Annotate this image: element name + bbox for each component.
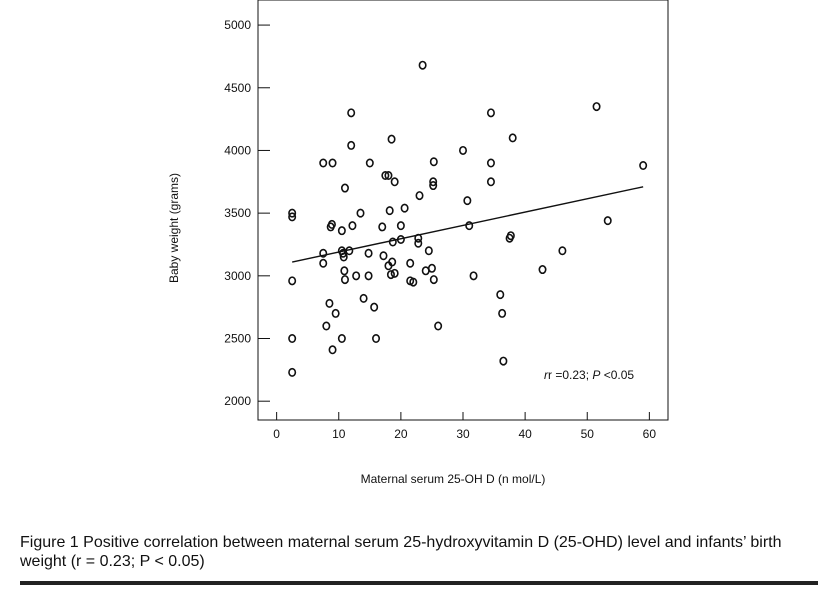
data-point [339, 252, 348, 262]
x-axis: 0 10 20 30 40 50 60 [273, 412, 656, 441]
x-axis-label: Maternal serum 25-OH D (n mol/L) [361, 472, 546, 486]
data-point [499, 356, 508, 366]
data-point [327, 219, 336, 229]
data-point [486, 108, 495, 118]
data-point [319, 158, 328, 168]
data-point [427, 263, 436, 273]
data-point [347, 140, 356, 150]
data-point [288, 367, 297, 377]
data-point [328, 345, 337, 355]
data-point [364, 248, 373, 258]
x-tick-label: 40 [518, 427, 532, 441]
data-point [359, 293, 368, 303]
data-point [364, 271, 373, 281]
data-point [409, 277, 418, 287]
x-tick-label: 60 [643, 427, 657, 441]
data-point [388, 257, 397, 267]
data-point [463, 196, 472, 206]
y-tick-label: 4500 [224, 81, 251, 95]
data-point [538, 265, 547, 275]
bottom-rule [20, 581, 818, 585]
correlation-annotation: rr =0.23; P <0.05 [544, 368, 634, 382]
data-point [496, 290, 505, 300]
figure-caption: Figure 1 Positive correlation between ma… [20, 534, 782, 570]
data-point [388, 237, 397, 247]
x-tick-label: 30 [456, 427, 470, 441]
data-point [486, 158, 495, 168]
x-tick-label: 10 [332, 427, 346, 441]
data-point [414, 238, 423, 248]
x-tick-label: 50 [581, 427, 595, 441]
data-point [639, 160, 648, 170]
data-point [372, 334, 381, 344]
data-point [558, 246, 567, 256]
data-point [340, 266, 349, 276]
plot-frame [257, 0, 669, 421]
data-point [385, 206, 394, 216]
data-point [325, 298, 334, 308]
data-point [400, 203, 409, 213]
y-tick-label: 3000 [224, 269, 251, 283]
data-point [370, 302, 379, 312]
data-point [434, 321, 443, 331]
data-point [288, 208, 297, 218]
data-point [381, 171, 390, 181]
data-point [288, 276, 297, 286]
data-point [378, 222, 387, 232]
data-points [288, 60, 648, 377]
data-point [429, 157, 438, 167]
data-point [406, 258, 415, 268]
data-point [508, 133, 517, 143]
data-point [506, 231, 515, 241]
data-point [465, 221, 474, 231]
data-point [486, 177, 495, 187]
data-point [390, 268, 399, 278]
data-point [396, 221, 405, 231]
regression-line [292, 186, 644, 263]
data-point [337, 226, 346, 236]
data-point [458, 145, 467, 155]
data-point [386, 270, 395, 280]
data-point [340, 275, 349, 285]
y-tick-label: 5000 [224, 18, 251, 32]
data-point [390, 177, 399, 187]
data-point [379, 251, 388, 261]
data-point [429, 275, 438, 285]
data-point [384, 171, 393, 181]
y-tick-label: 3500 [224, 206, 251, 220]
data-point [328, 158, 337, 168]
scatter-chart: 2000 2500 3000 3500 4000 4500 5000 0 10 20 30 40 50… [167, 0, 669, 486]
data-point [415, 191, 424, 201]
data-point [319, 258, 328, 268]
data-point [418, 60, 427, 70]
data-point [356, 208, 365, 218]
data-point [592, 102, 601, 112]
data-point [387, 134, 396, 144]
data-point [288, 212, 297, 222]
data-point [429, 181, 438, 191]
data-point [322, 321, 331, 331]
data-point [603, 216, 612, 226]
data-point [319, 248, 328, 258]
x-tick-label: 0 [273, 427, 280, 441]
data-point [352, 271, 361, 281]
data-point [288, 334, 297, 344]
data-point [498, 308, 507, 318]
y-axis-label: Baby weight (grams) [167, 173, 181, 283]
data-point [340, 183, 349, 193]
data-point [331, 308, 340, 318]
data-point [365, 158, 374, 168]
data-point [424, 246, 433, 256]
data-point [469, 271, 478, 281]
data-point [429, 177, 438, 187]
x-tick-label: 20 [394, 427, 408, 441]
y-tick-label: 2500 [224, 332, 251, 346]
data-point [348, 221, 357, 231]
data-point [337, 334, 346, 344]
y-axis: 2000 2500 3000 3500 4000 4500 5000 [224, 18, 270, 408]
y-tick-label: 4000 [224, 143, 251, 157]
data-point [347, 108, 356, 118]
y-tick-label: 2000 [224, 394, 251, 408]
